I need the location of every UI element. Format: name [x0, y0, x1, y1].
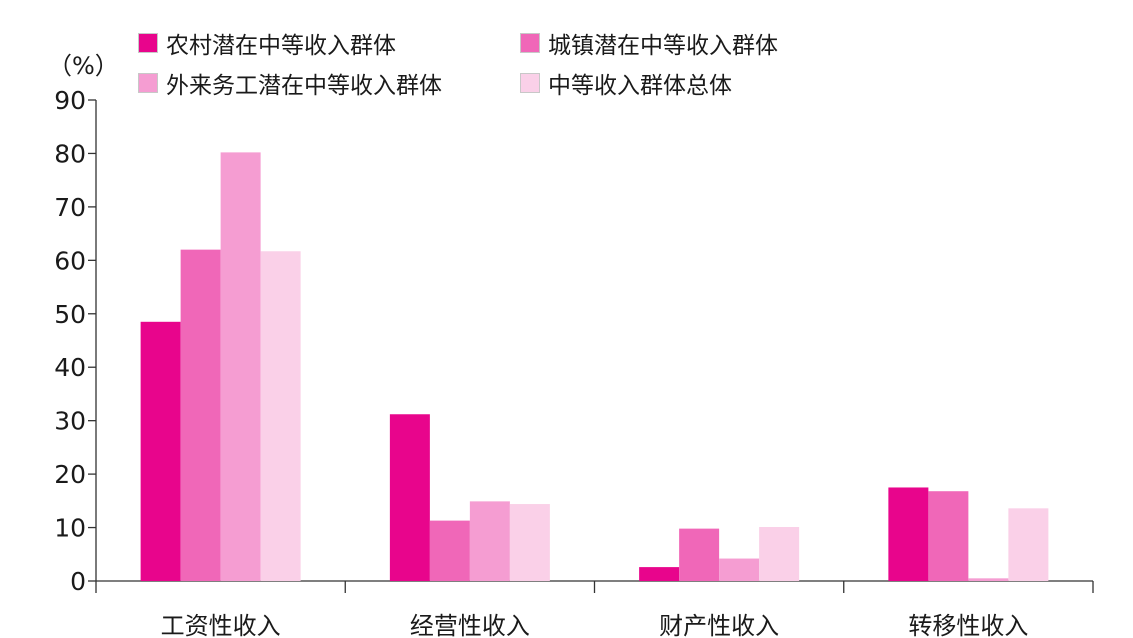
y-tick-label-0: 0 [70, 567, 86, 596]
y-tick-label-60: 60 [54, 246, 86, 275]
bar-1-2 [469, 501, 510, 581]
y-tick-label-80: 80 [54, 139, 86, 168]
y-tick-label-20: 20 [54, 460, 86, 489]
legend-swatch-urban [520, 33, 540, 53]
y-tick-label-30: 30 [54, 407, 86, 436]
legend-swatch-migrant [138, 73, 158, 93]
bar-2-0 [639, 567, 680, 581]
x-tick-label-1: 经营性收入 [410, 612, 530, 638]
legend-label-urban: 城镇潜在中等收入群体 [548, 33, 778, 59]
bar-2-1 [679, 528, 720, 581]
y-tick-label-50: 50 [54, 300, 86, 329]
bar-1-1 [429, 520, 470, 581]
bar-0-2 [220, 152, 261, 581]
legend-swatch-rural [138, 33, 158, 53]
legend-label-rural: 农村潜在中等收入群体 [166, 33, 396, 59]
legend-item-rural: 农村潜在中等收入群体 [138, 26, 396, 60]
bar-0-1 [180, 249, 221, 581]
y-tick-label-40: 40 [54, 353, 86, 382]
bar-1-0 [389, 414, 430, 581]
bar-3-0 [888, 487, 929, 581]
legend-label-migrant: 外来务工潜在中等收入群体 [166, 73, 442, 99]
legend-label-overall: 中等收入群体总体 [548, 73, 732, 99]
bar-3-1 [928, 491, 969, 581]
y-tick-label-90: 90 [54, 86, 86, 115]
x-tick-label-2: 财产性收入 [659, 612, 779, 638]
y-axis-unit-label: （%） [48, 52, 119, 80]
y-tick-label-10: 10 [54, 514, 86, 543]
bar-3-2 [968, 578, 1009, 581]
y-tick-label-70: 70 [54, 193, 86, 222]
legend-item-overall: 中等收入群体总体 [520, 66, 732, 100]
bar-2-3 [759, 527, 800, 581]
bar-0-3 [260, 251, 301, 581]
legend-item-migrant: 外来务工潜在中等收入群体 [138, 66, 442, 100]
x-tick-label-3: 转移性收入 [908, 612, 1028, 638]
legend-item-urban: 城镇潜在中等收入群体 [520, 26, 778, 60]
x-tick-label-0: 工资性收入 [161, 612, 281, 638]
bar-3-3 [1008, 508, 1049, 581]
legend-swatch-overall [520, 73, 540, 93]
bar-1-3 [509, 504, 550, 581]
bar-0-0 [140, 321, 181, 581]
bar-2-2 [719, 558, 760, 581]
